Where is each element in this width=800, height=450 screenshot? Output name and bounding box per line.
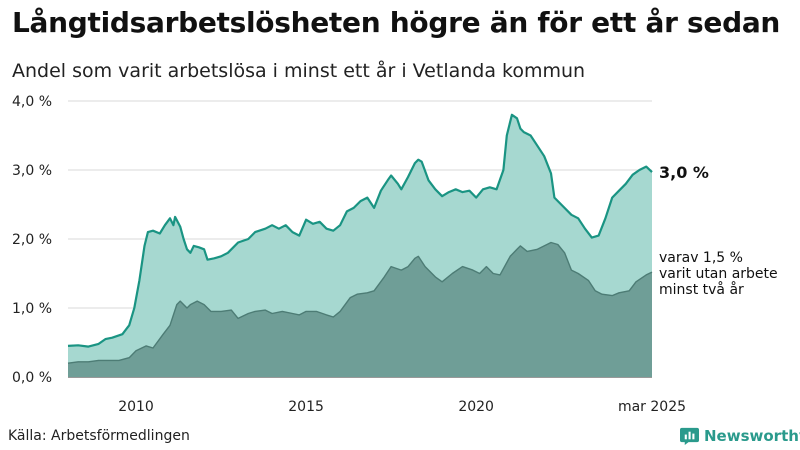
brand-logo: Newsworthy xyxy=(680,426,800,445)
y-tick-label: 2,0 % xyxy=(12,232,52,248)
x-axis-ticks: 2010 2015 2020 mar 2025 xyxy=(118,399,686,415)
y-axis-ticks: 0,0 % 1,0 % 2,0 % 3,0 % 4,0 % xyxy=(12,94,52,386)
source-note: Källa: Arbetsförmedlingen xyxy=(8,428,190,444)
chart-subtitle: Andel som varit arbetslösa i minst ett å… xyxy=(12,60,586,82)
annotation-line-3: minst två år xyxy=(659,281,744,298)
x-tick-label: 2010 xyxy=(118,399,154,415)
x-tick-label: mar 2025 xyxy=(618,399,686,415)
series2-annotation: varav 1,5 % varit utan arbete minst två … xyxy=(659,250,782,298)
y-tick-label: 0,0 % xyxy=(12,370,52,386)
y-tick-label: 4,0 % xyxy=(12,94,52,110)
x-tick-label: 2015 xyxy=(288,399,324,415)
y-tick-label: 3,0 % xyxy=(12,163,52,179)
series-minst-tva-ar-area xyxy=(68,242,652,377)
series-minst-ett-ar-line xyxy=(67,113,653,348)
bar-chart-icon xyxy=(680,427,699,445)
series-minst-tva-ar-line xyxy=(67,241,653,364)
x-tick-label: 2020 xyxy=(458,399,494,415)
chart-title: Långtidsarbetslösheten högre än för ett … xyxy=(12,6,781,39)
end-value-label: 3,0 % xyxy=(659,163,709,182)
y-tick-label: 1,0 % xyxy=(12,301,52,317)
chart-areas xyxy=(67,113,653,378)
annotation-line-2: varit utan arbete xyxy=(659,266,778,282)
annotation-line-1: varav 1,5 % xyxy=(659,250,743,266)
brand-name: Newsworthy xyxy=(704,426,800,445)
